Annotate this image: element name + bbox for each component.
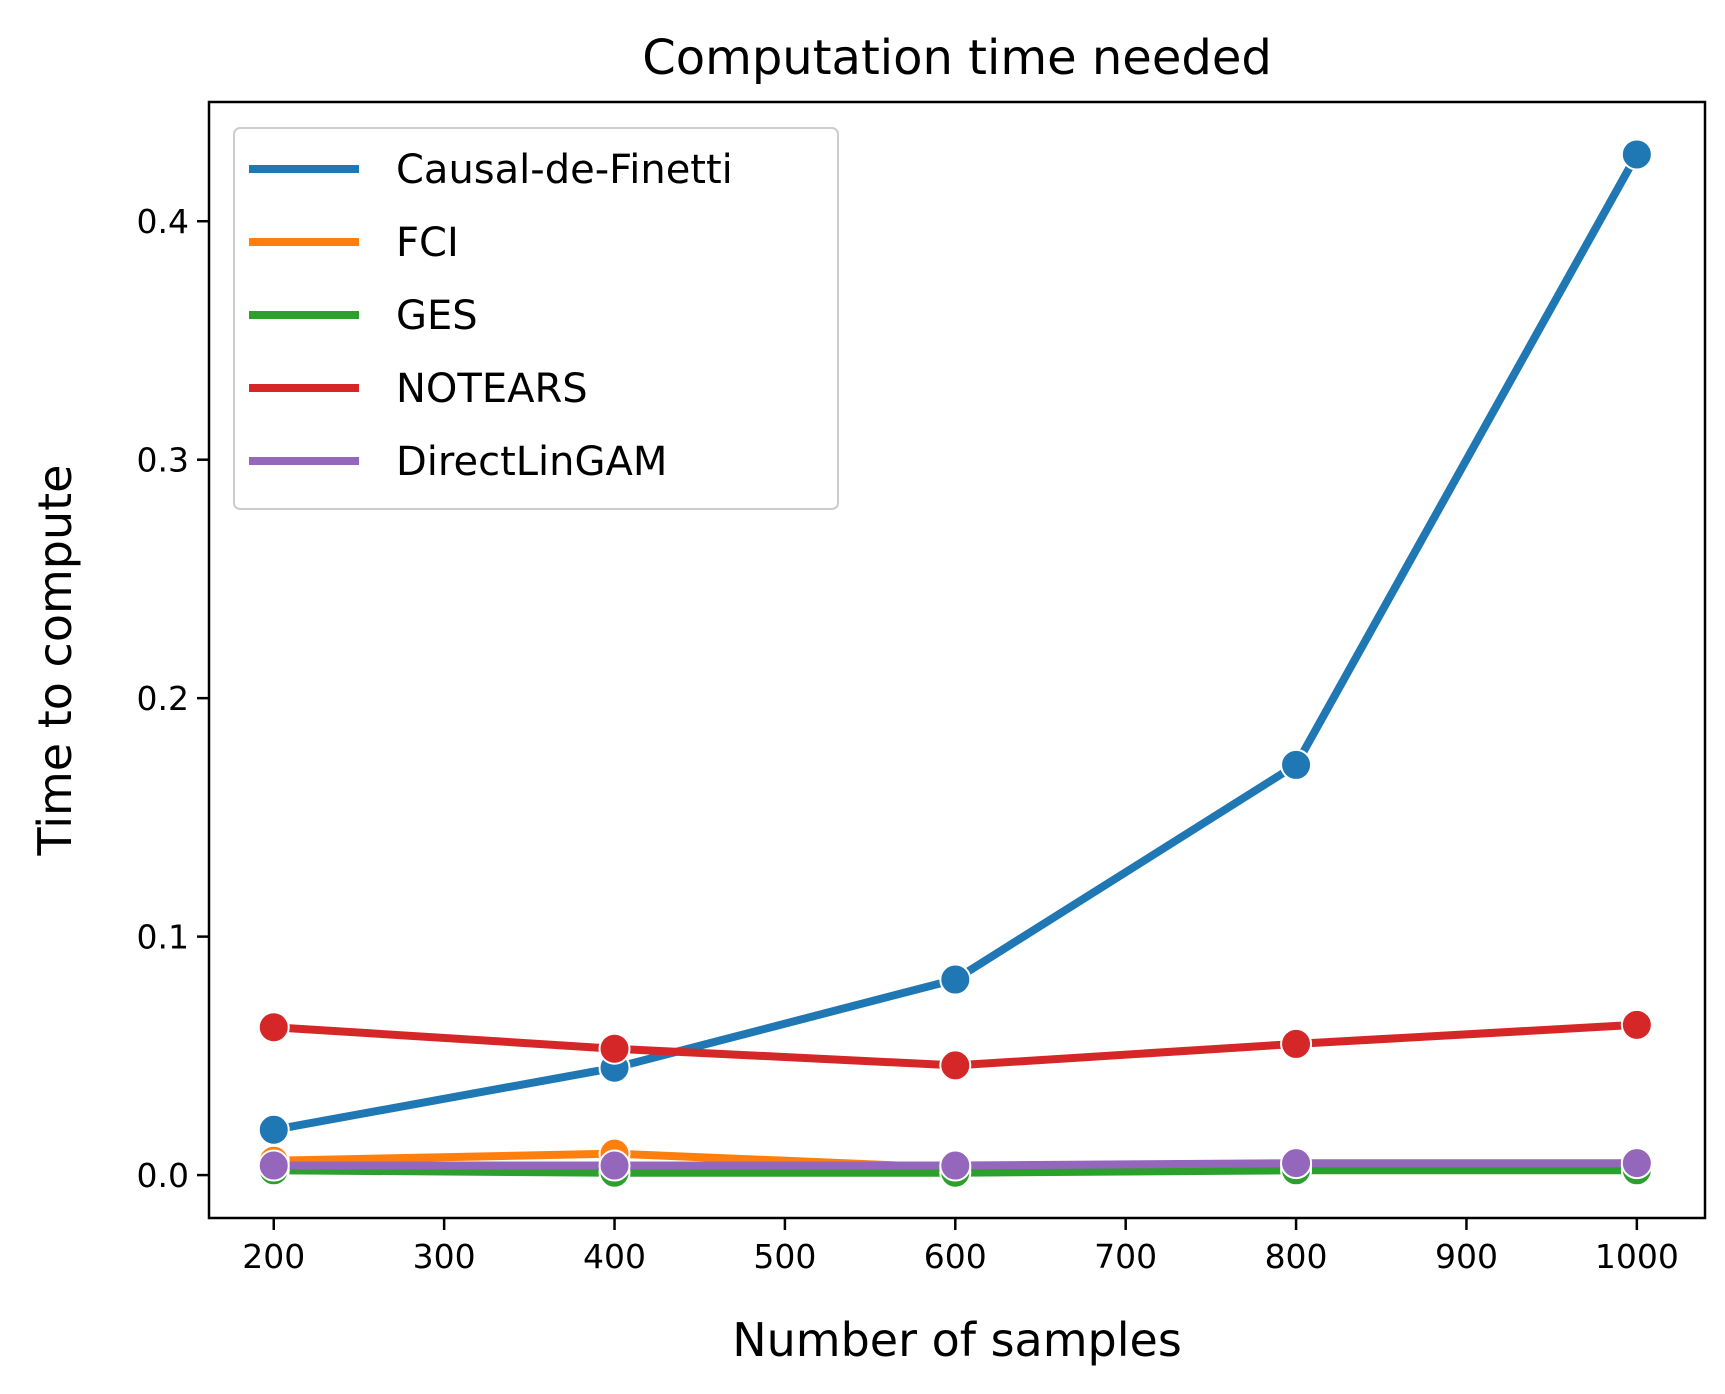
- data-point-notears: [1280, 1027, 1313, 1060]
- legend: Causal-de-Finetti FCI GES NOTEARS DirectLinG…: [233, 127, 839, 510]
- data-point-directlingam: [939, 1149, 972, 1182]
- x-axis-label: Number of samples: [732, 1313, 1182, 1367]
- x-tick-label: 500: [753, 1237, 816, 1276]
- legend-item-ges: GES: [249, 293, 478, 339]
- legend-frame: [233, 127, 839, 510]
- data-point-notears: [939, 1049, 972, 1082]
- data-point-causal-de-finetti: [1620, 138, 1653, 171]
- y-axis-ticks: 0.0 0.1 0.2 0.3 0.4: [137, 202, 209, 1195]
- data-point-directlingam: [598, 1149, 631, 1182]
- x-tick-label: 800: [1265, 1237, 1328, 1276]
- axes-frame: [207, 100, 1707, 1220]
- y-tick-label: 0.3: [137, 441, 189, 480]
- x-tick-label: 700: [1094, 1237, 1157, 1276]
- x-tick-label: 200: [242, 1237, 305, 1276]
- x-tick-label: 300: [413, 1237, 476, 1276]
- data-point-directlingam: [257, 1149, 290, 1182]
- data-point-notears: [257, 1011, 290, 1044]
- series-points-notears: [257, 1008, 1653, 1082]
- data-point-causal-de-finetti: [1280, 748, 1313, 781]
- series-markers: [257, 138, 1653, 1189]
- y-tick-label: 0.0: [137, 1156, 189, 1195]
- series-points-causal-de-finetti: [257, 138, 1653, 1146]
- plot-area: 200 300 400 500 600 700 800 900 1000 0.00.10.20.…: [137, 100, 1707, 1276]
- y-tick-label: 0.2: [137, 679, 189, 718]
- x-tick-label: 600: [924, 1237, 987, 1276]
- y-axis-label: Time to compute: [28, 465, 82, 857]
- legend-label: DirectLinGAM: [396, 439, 667, 485]
- legend-item-notears: NOTEARS: [249, 366, 588, 412]
- data-point-directlingam: [1280, 1147, 1313, 1180]
- chart-title: Computation time needed: [642, 30, 1272, 86]
- data-point-directlingam: [1620, 1147, 1653, 1180]
- y-tick-label: 0.1: [137, 918, 189, 957]
- legend-item-directlingam: DirectLinGAM: [249, 439, 667, 485]
- legend-label: Causal-de-Finetti: [396, 147, 733, 193]
- x-tick-label: 1000: [1595, 1237, 1679, 1276]
- legend-item-causal-de-finetti: Causal-de-Finetti: [249, 147, 733, 193]
- legend-label: FCI: [396, 220, 459, 266]
- legend-label: NOTEARS: [396, 366, 588, 412]
- data-point-causal-de-finetti: [257, 1113, 290, 1146]
- data-point-causal-de-finetti: [939, 963, 972, 996]
- data-point-notears: [598, 1032, 631, 1065]
- x-tick-label: 900: [1435, 1237, 1498, 1276]
- data-point-notears: [1620, 1008, 1653, 1041]
- series-points-directlingam: [257, 1147, 1653, 1182]
- legend-item-fci: FCI: [249, 220, 459, 266]
- y-tick-label: 0.4: [137, 202, 189, 241]
- legend-label: GES: [396, 293, 478, 339]
- x-tick-label: 400: [583, 1237, 646, 1276]
- x-axis-ticks: 200 300 400 500 600 700 800 900 1000: [242, 1218, 1679, 1276]
